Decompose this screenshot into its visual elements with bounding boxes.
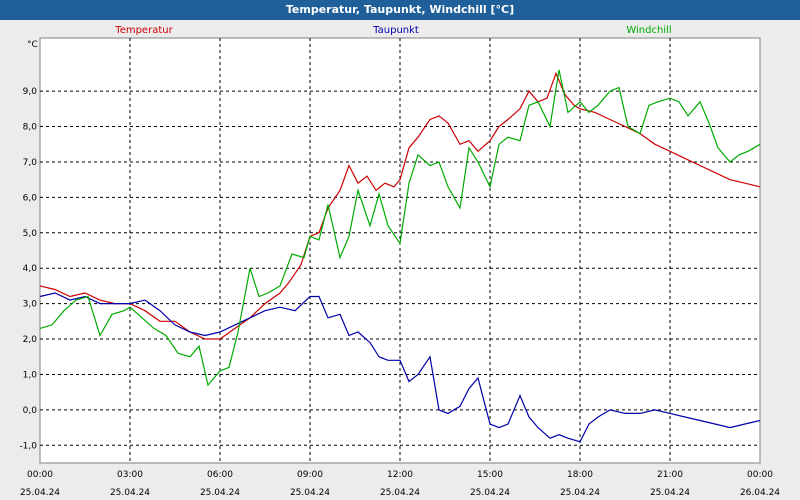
y-axis-label: °C xyxy=(27,40,38,50)
x-tick-time: 18:00 xyxy=(567,470,593,480)
y-tick-label: 8,0 xyxy=(23,123,38,133)
x-tick-date: 25.04.24 xyxy=(560,488,600,498)
chart: -1,0 0,0 1,0 2,0 3,0 4,0 5,0 6,0 7,0 8,0 9,0 00:00… xyxy=(19,25,780,498)
y-tick-label: 1,0 xyxy=(23,370,38,380)
gridlines xyxy=(40,38,760,463)
x-tick-date: 25.04.24 xyxy=(110,488,150,498)
x-tick-time: 00:00 xyxy=(747,470,773,480)
y-tick-label: -1,0 xyxy=(19,441,37,451)
series-line-windchill xyxy=(39,69,761,387)
y-tick-label: 2,0 xyxy=(23,335,38,345)
x-tick-date: 25.04.24 xyxy=(380,488,420,498)
x-tick-time: 12:00 xyxy=(387,470,413,480)
x-tick-time: 00:00 xyxy=(27,470,53,480)
x-tick-date: 25.04.24 xyxy=(470,488,510,498)
x-tick-date: 25.04.24 xyxy=(20,488,60,498)
legend: Temperatur Taupunkt Windchill xyxy=(114,25,671,36)
y-tick-label: 3,0 xyxy=(23,300,38,310)
x-tick-time: 15:00 xyxy=(477,470,503,480)
series-line-taupunkt xyxy=(39,292,761,443)
series-lines xyxy=(39,69,761,443)
x-tick-date: 25.04.24 xyxy=(290,488,330,498)
legend-entry-taupunkt: Taupunkt xyxy=(372,25,419,36)
x-tick-labels: 00:00 25.04.24 03:00 25.04.24 06:00 25.04.24 0… xyxy=(20,470,780,498)
window-title: Temperatur, Taupunkt, Windchill [°C] xyxy=(0,0,800,20)
x-tick-date: 25.04.24 xyxy=(650,488,690,498)
y-tick-label: 5,0 xyxy=(23,229,38,239)
y-tick-label: 0,0 xyxy=(23,406,38,416)
x-tick-time: 03:00 xyxy=(117,470,143,480)
y-tick-label: 6,0 xyxy=(23,193,38,203)
x-tick-time: 06:00 xyxy=(207,470,233,480)
y-tick-label: 7,0 xyxy=(23,158,38,168)
x-tick-date: 26.04.24 xyxy=(740,488,780,498)
y-tick-labels: -1,0 0,0 1,0 2,0 3,0 4,0 5,0 6,0 7,0 8,0 9,0 xyxy=(19,87,37,451)
y-tick-label: 9,0 xyxy=(23,87,38,97)
x-tick-time: 21:00 xyxy=(657,470,683,480)
legend-entry-windchill: Windchill xyxy=(626,25,671,36)
x-tick-date: 25.04.24 xyxy=(200,488,240,498)
legend-entry-temperatur: Temperatur xyxy=(114,25,173,36)
x-tick-time: 09:00 xyxy=(297,470,323,480)
y-tick-label: 4,0 xyxy=(23,264,38,274)
